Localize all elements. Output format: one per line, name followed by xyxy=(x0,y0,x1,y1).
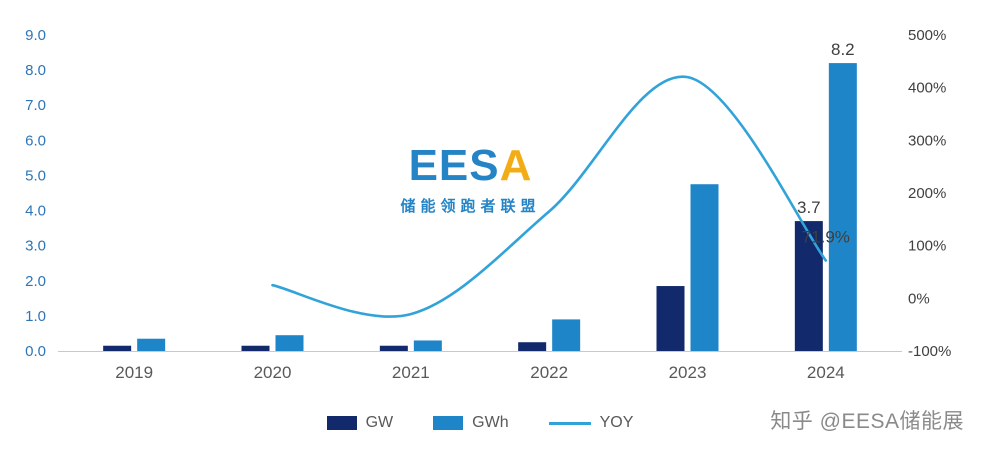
x-axis-label: 2022 xyxy=(530,363,568,382)
right-axis-tick: 300% xyxy=(908,132,946,149)
legend-label-gw: GW xyxy=(365,414,394,431)
right-axis-tick: 100% xyxy=(908,238,946,255)
legend-item-gwh: GWh xyxy=(433,414,509,432)
left-axis-tick: 2.0 xyxy=(25,273,46,290)
x-axis-label: 2020 xyxy=(254,363,292,382)
yoy-line xyxy=(271,75,828,318)
left-axis-tick: 5.0 xyxy=(25,167,46,184)
bar-gw-2023 xyxy=(656,286,685,351)
data-label-yoy-2024: 71.9% xyxy=(802,227,850,246)
legend-label-gwh: GWh xyxy=(472,414,509,431)
left-axis-tick: 3.0 xyxy=(25,238,46,255)
bar-gw-2024 xyxy=(794,221,823,351)
left-axis-tick: 0.0 xyxy=(25,343,46,360)
bar-gwh-2024 xyxy=(828,63,857,351)
legend-swatch-gw xyxy=(326,416,357,430)
bar-gwh-2021 xyxy=(413,340,442,351)
bar-gw-2019 xyxy=(103,345,132,351)
x-axis-label: 2024 xyxy=(807,363,845,382)
bar-gw-2021 xyxy=(379,345,408,351)
x-axis-label: 2023 xyxy=(669,363,707,382)
right-axis-tick: 200% xyxy=(908,185,946,202)
bar-gw-2020 xyxy=(241,345,270,351)
data-label-gwh-2024: 8.2 xyxy=(831,40,855,59)
left-axis-tick: 8.0 xyxy=(25,62,46,79)
bar-gwh-2019 xyxy=(137,338,166,351)
legend-item-gw: GW xyxy=(326,414,394,432)
legend-swatch-gwh xyxy=(433,416,464,430)
bar-gwh-2020 xyxy=(275,335,304,351)
right-axis-tick: -100% xyxy=(908,343,951,360)
chart-legend: GW GWh YOY xyxy=(0,414,960,432)
x-axis-label: 2019 xyxy=(115,363,153,382)
x-axis-label: 2021 xyxy=(392,363,430,382)
right-axis-tick: 0% xyxy=(908,290,930,307)
bar-gw-2022 xyxy=(518,342,547,351)
left-axis-tick: 6.0 xyxy=(25,132,46,149)
legend-line-swatch-yoy xyxy=(548,421,591,425)
right-axis-tick: 500% xyxy=(908,27,946,44)
left-axis-tick: 9.0 xyxy=(25,27,46,44)
attribution-watermark: 知乎 @EESA储能展 xyxy=(770,410,964,433)
left-axis-tick: 4.0 xyxy=(25,203,46,220)
right-axis-tick: 400% xyxy=(908,80,946,97)
left-axis-tick: 7.0 xyxy=(25,97,46,114)
legend-item-yoy: YOY xyxy=(548,414,634,432)
bar-gwh-2022 xyxy=(552,319,581,351)
data-label-gw-2024: 3.7 xyxy=(797,198,821,217)
left-axis-tick: 1.0 xyxy=(25,308,46,325)
legend-label-yoy: YOY xyxy=(599,414,634,431)
bar-gwh-2023 xyxy=(690,184,719,351)
